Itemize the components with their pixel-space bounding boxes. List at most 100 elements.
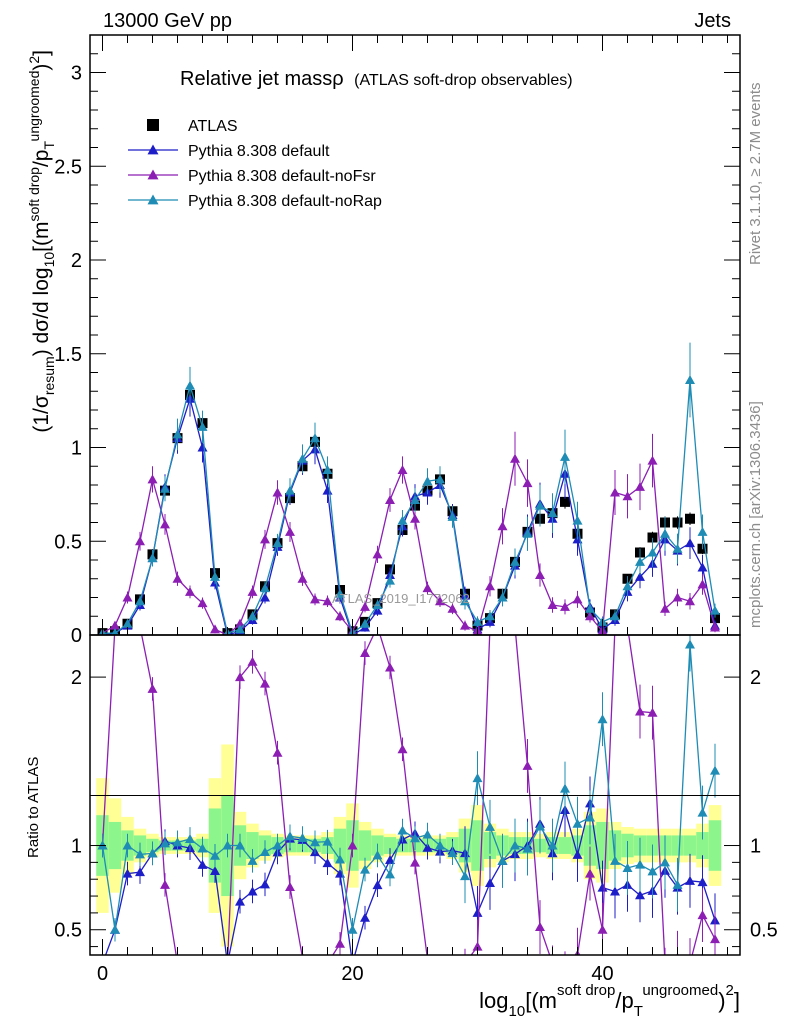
marker-atlas bbox=[560, 496, 570, 507]
marker-pythia-8-308-default-norap bbox=[310, 433, 320, 443]
ratio-marker-pythia-8-308-default bbox=[697, 877, 708, 887]
ratio-marker-pythia-8-308-default-norap bbox=[522, 843, 533, 853]
marker-pythia-8-308-default-norap bbox=[185, 380, 195, 390]
marker-pythia-8-308-default-norap bbox=[585, 603, 595, 613]
y-tick-label: 0 bbox=[71, 625, 82, 647]
ratio-marker-pythia-8-308-default-nofsr bbox=[247, 656, 258, 666]
marker-pythia-8-308-default-norap bbox=[111, 628, 119, 635]
ratio-band-inner bbox=[696, 832, 709, 859]
ratio-marker-pythia-8-308-default-nofsr bbox=[310, 958, 320, 967]
ratio-marker-pythia-8-308-default-nofsr bbox=[585, 868, 595, 878]
ratio-marker-pythia-8-308-default-nofsr bbox=[710, 934, 720, 944]
x-tick-label: 40 bbox=[591, 963, 613, 985]
ratio-marker-pythia-8-308-default bbox=[135, 867, 145, 877]
ratio-marker-pythia-8-308-default bbox=[372, 880, 383, 890]
ratio-marker-pythia-8-308-default bbox=[472, 907, 483, 917]
ratio-marker-pythia-8-308-default-norap bbox=[697, 807, 708, 817]
legend-label: Pythia 8.308 default-noFsr bbox=[188, 168, 376, 185]
ratio-marker-pythia-8-308-default bbox=[685, 875, 695, 885]
ratio-marker-pythia-8-308-default-nofsr bbox=[635, 706, 645, 716]
ratio-marker-pythia-8-308-default-norap bbox=[435, 840, 445, 850]
ratio-marker-pythia-8-308-default-nofsr bbox=[685, 958, 695, 967]
y-axis-label: (1/σresum) dσ/d log10[(msoft drop/pTungr… bbox=[26, 50, 57, 433]
rivet-version-label: Rivet 3.1.10, ≥ 2.7M events bbox=[747, 83, 764, 266]
ratio-marker-pythia-8-308-default-norap bbox=[597, 714, 608, 724]
ratio-y-tick-label-right: 2 bbox=[750, 667, 761, 689]
marker-pythia-8-308-default-norap bbox=[422, 476, 433, 486]
marker-pythia-8-308-default-norap bbox=[635, 556, 645, 566]
ratio-marker-pythia-8-308-default-norap bbox=[535, 821, 545, 831]
ratio-y-tick-label-right: 1 bbox=[750, 836, 761, 858]
ratio-marker-pythia-8-308-default-norap bbox=[335, 854, 345, 864]
ratio-marker-pythia-8-308-default-norap bbox=[385, 869, 395, 879]
marker-pythia-8-308-default-norap bbox=[297, 453, 308, 463]
marker-pythia-8-308-default-norap bbox=[335, 588, 345, 598]
ratio-marker-pythia-8-308-default-norap bbox=[197, 843, 208, 853]
marker-pythia-8-308-default-norap bbox=[435, 474, 445, 484]
ratio-band-inner bbox=[246, 832, 259, 859]
legend-marker-triangle bbox=[147, 144, 159, 155]
mcplots-label: mcplots.cern.ch [arXiv:1306.3436] bbox=[747, 401, 764, 628]
marker-pythia-8-308-default-norap bbox=[472, 616, 483, 626]
ratio-marker-pythia-8-308-default-norap bbox=[185, 833, 195, 843]
y-tick-label: 1.5 bbox=[54, 344, 82, 366]
ratio-marker-pythia-8-308-default-nofsr bbox=[360, 648, 370, 658]
series-layer bbox=[97, 342, 720, 967]
analysis-watermark: ATLAS_2019_I1772062 bbox=[332, 591, 470, 606]
marker-pythia-8-308-default-nofsr bbox=[510, 453, 520, 463]
ratio-marker-pythia-8-308-default-nofsr bbox=[448, 958, 458, 967]
ratio-marker-pythia-8-308-default-nofsr bbox=[410, 857, 420, 867]
ratio-marker-pythia-8-308-default-nofsr bbox=[335, 938, 345, 948]
marker-pythia-8-308-default-nofsr bbox=[122, 592, 133, 602]
marker-pythia-8-308-default-norap bbox=[197, 421, 208, 431]
marker-pythia-8-308-default-norap bbox=[497, 592, 508, 602]
ratio-marker-pythia-8-308-default-nofsr bbox=[597, 924, 608, 934]
ratio-marker-pythia-8-308-default-nofsr bbox=[385, 662, 395, 672]
marker-pythia-8-308-default-nofsr bbox=[710, 622, 720, 632]
ratio-marker-pythia-8-308-default bbox=[610, 886, 620, 896]
ratio-marker-pythia-8-308-default-norap bbox=[122, 840, 133, 850]
marker-pythia-8-308-default-nofsr bbox=[547, 600, 558, 609]
marker-pythia-8-308-default-norap bbox=[160, 483, 170, 493]
ratio-marker-pythia-8-308-default bbox=[210, 866, 220, 876]
ratio-marker-pythia-8-308-default bbox=[385, 854, 395, 864]
ratio-marker-pythia-8-308-default-norap bbox=[247, 855, 258, 865]
marker-pythia-8-308-default-norap bbox=[685, 375, 695, 384]
marker-pythia-8-308-default bbox=[197, 442, 208, 452]
marker-pythia-8-308-default-nofsr bbox=[647, 455, 658, 465]
ratio-marker-pythia-8-308-default-norap bbox=[685, 639, 695, 649]
ratio-y-tick-label-left: 1 bbox=[71, 836, 82, 858]
ratio-marker-pythia-8-308-default-nofsr bbox=[535, 922, 545, 932]
ratio-y-tick-label-left: 2 bbox=[71, 667, 82, 689]
x-tick-label: 0 bbox=[97, 963, 108, 985]
ratio-marker-pythia-8-308-default bbox=[422, 842, 433, 852]
y-tick-label: 1 bbox=[71, 438, 82, 460]
ratio-marker-pythia-8-308-default-nofsr bbox=[173, 958, 183, 967]
legend: ATLAS Pythia 8.308 default Pythia 8.308 de… bbox=[128, 118, 382, 210]
y-tick-label: 2 bbox=[71, 250, 82, 272]
marker-pythia-8-308-default-nofsr bbox=[185, 586, 195, 596]
legend-marker-triangle bbox=[147, 194, 159, 205]
ratio-marker-pythia-8-308-default-nofsr bbox=[647, 707, 658, 717]
marker-pythia-8-308-default-nofsr bbox=[160, 519, 170, 529]
marker-pythia-8-308-default-norap bbox=[135, 596, 145, 606]
marker-pythia-8-308-default-nofsr bbox=[460, 620, 470, 630]
marker-pythia-8-308-default-nofsr bbox=[685, 596, 695, 606]
marker-pythia-8-308-default-nofsr bbox=[535, 570, 545, 579]
ratio-marker-pythia-8-308-default-nofsr bbox=[323, 958, 333, 967]
marker-pythia-8-308-default-norap bbox=[672, 543, 683, 553]
marker-pythia-8-308-default-norap bbox=[610, 611, 620, 621]
ratio-marker-pythia-8-308-default-norap bbox=[297, 833, 308, 843]
chart-title-sub: (ATLAS soft-drop observables) bbox=[354, 72, 572, 89]
ratio-marker-pythia-8-308-default-norap bbox=[135, 849, 145, 859]
marker-pythia-8-308-default bbox=[635, 571, 645, 581]
marker-pythia-8-308-default-norap bbox=[697, 526, 708, 536]
ratio-band-inner bbox=[683, 835, 697, 856]
ratio-marker-pythia-8-308-default-nofsr bbox=[697, 910, 708, 920]
marker-pythia-8-308-default-norap bbox=[147, 553, 158, 563]
marker-pythia-8-308-default-nofsr bbox=[272, 487, 283, 497]
marker-pythia-8-308-default-nofsr bbox=[147, 474, 158, 484]
ratio-marker-pythia-8-308-default-norap bbox=[172, 837, 183, 847]
marker-pythia-8-308-default-nofsr bbox=[210, 624, 220, 634]
